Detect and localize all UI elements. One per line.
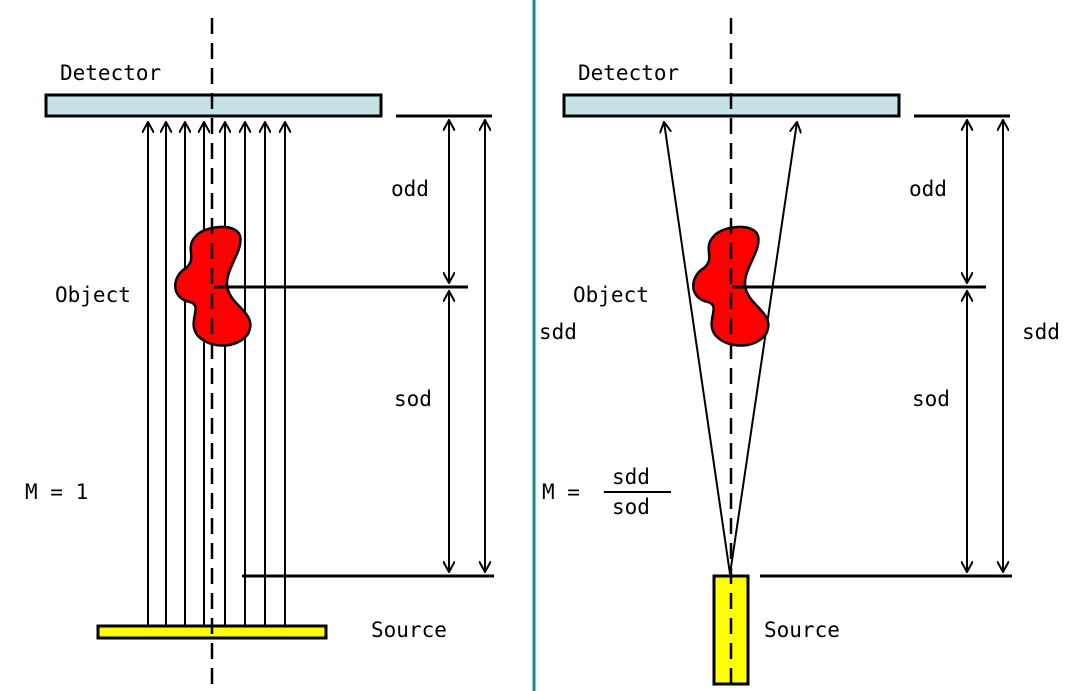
- sod-label: sod: [394, 387, 432, 411]
- object-label: Object: [55, 283, 131, 307]
- detector-plate: [44, 93, 383, 118]
- left-panel: Detector Object Source odd sod sdd M = 1: [25, 18, 577, 688]
- odd-label: odd: [391, 177, 429, 201]
- magnification-prefix: M =: [542, 480, 580, 504]
- magnification-label: M = 1: [25, 480, 88, 504]
- object-label: Object: [573, 283, 649, 307]
- magnification-denominator: sod: [612, 495, 650, 519]
- parallel-rays: [148, 122, 285, 626]
- right-panel: Detector Object Source odd sod sdd M = s…: [542, 18, 1060, 688]
- sod-label: sod: [912, 387, 950, 411]
- detector-label: Detector: [60, 61, 161, 85]
- detector-label: Detector: [578, 61, 679, 85]
- magnification-numerator: sdd: [612, 465, 650, 489]
- sdd-label: sdd: [1022, 320, 1060, 344]
- ray: [729, 122, 797, 575]
- object-shape: [692, 225, 770, 347]
- source-label: Source: [764, 618, 840, 642]
- object-shape: [174, 225, 252, 347]
- odd-label: odd: [909, 177, 947, 201]
- ray: [664, 122, 731, 575]
- sdd-label: sdd: [539, 320, 577, 344]
- source-label: Source: [371, 618, 447, 642]
